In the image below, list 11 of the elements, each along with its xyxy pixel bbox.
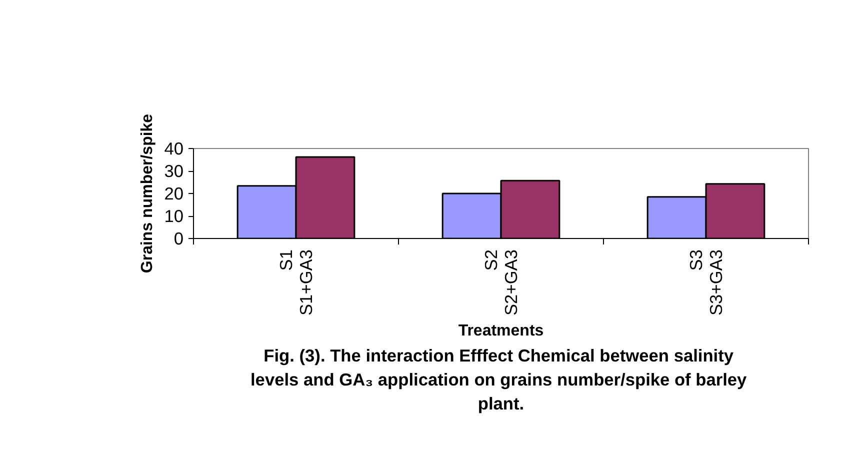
y-tick-label: 0 [174,228,184,248]
x-tick-label: S3 S3+GA3 [686,249,726,316]
x-tick-label: S2 S2+GA3 [481,249,521,316]
y-axis-title: Grains number/spike [139,114,156,274]
y-tick-label: 10 [164,206,184,226]
x-tick-label: S1 S1+GA3 [276,249,316,316]
y-tick-label: 40 [164,138,184,158]
y-tick-label: 20 [164,184,184,204]
y-tick-label: 30 [164,161,184,181]
x-axis-title: Treatments [458,322,544,340]
text: Fig. (3). The interaction Efffect Chemical between salinity levels and GA₃ application on grains number/spike of barley plant. [250,346,748,414]
